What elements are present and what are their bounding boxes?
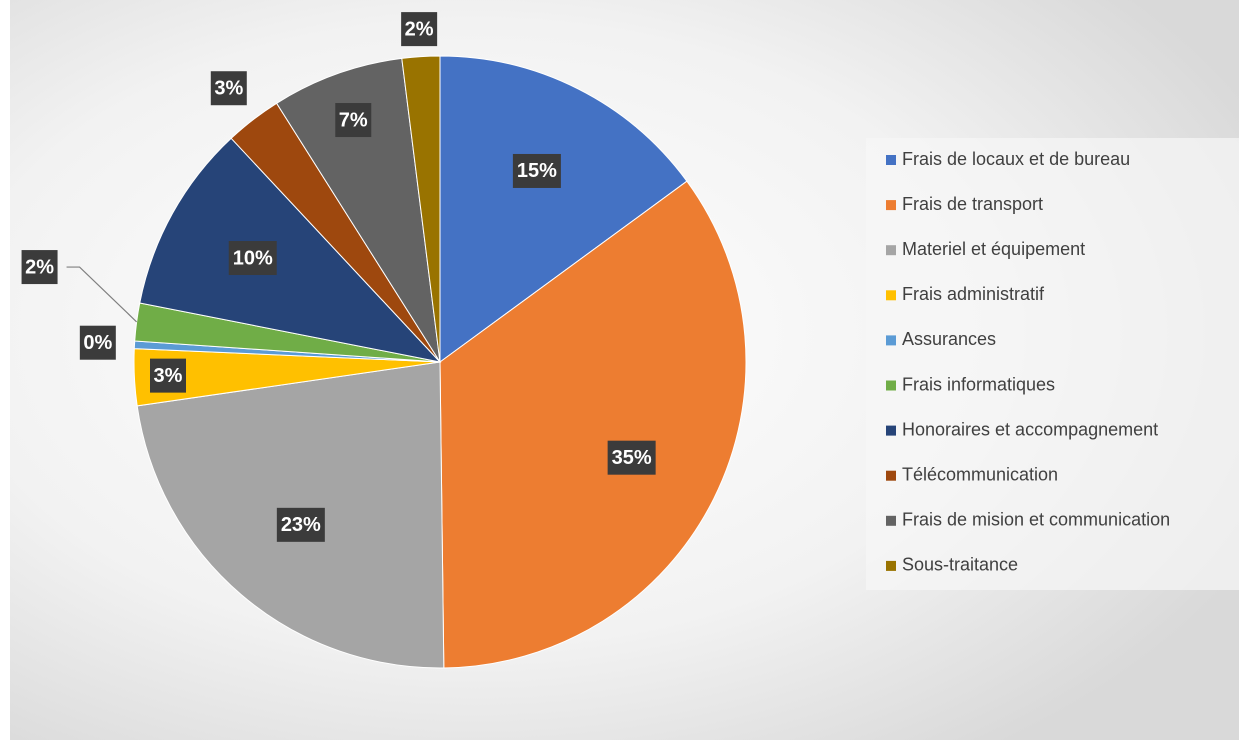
legend-label: Frais de transport [902,194,1043,214]
pie-slice [439,180,747,669]
legend-swatch [886,335,896,346]
legend-swatch [886,290,896,301]
data-label: 35% [612,447,652,469]
legend-swatch [886,245,896,256]
pie-slice [439,55,688,363]
data-label-box [401,12,438,47]
data-label: 15% [517,160,557,182]
data-label-box [228,241,277,276]
legend-label: Honoraires et accompagnement [902,419,1158,439]
legend-label: Materiel et équipement [902,239,1085,259]
legend-label: Frais administratif [902,284,1045,304]
data-label: 2% [25,256,54,278]
data-label: 23% [281,514,321,536]
legend-swatch [886,425,896,436]
data-label: 3% [214,78,243,100]
data-label-box [607,440,656,475]
data-label: 3% [154,365,183,387]
legend-label: Frais informatiques [902,374,1055,394]
pie-slice [139,137,442,363]
data-label-box [210,71,247,106]
pie-slice [275,57,441,363]
legend-swatch [886,560,896,571]
legend-label: Télécommunication [902,464,1058,484]
data-label: 2% [405,18,434,40]
data-label: 10% [233,247,273,269]
leader-line [66,266,138,323]
legend-swatch [886,515,896,526]
data-label-box [512,153,561,188]
legend-label: Sous-traitance [902,555,1018,575]
legend-label: Assurances [902,329,996,349]
legend-swatch [886,200,896,211]
legend-box [866,138,1239,590]
data-label-box [276,507,325,542]
legend-label: Frais de locaux et de bureau [902,149,1130,169]
legend-swatch [886,470,896,481]
data-label-box [335,103,372,138]
legend-swatch [886,155,896,165]
legend-swatch [886,380,896,391]
data-label: 7% [339,109,368,131]
legend-label: Frais de mision et communication [902,510,1170,530]
data-label: 0% [83,332,112,354]
pie-slice [401,55,441,363]
data-label-box [79,325,116,360]
data-label-box [150,358,187,393]
data-label-box [21,250,58,285]
